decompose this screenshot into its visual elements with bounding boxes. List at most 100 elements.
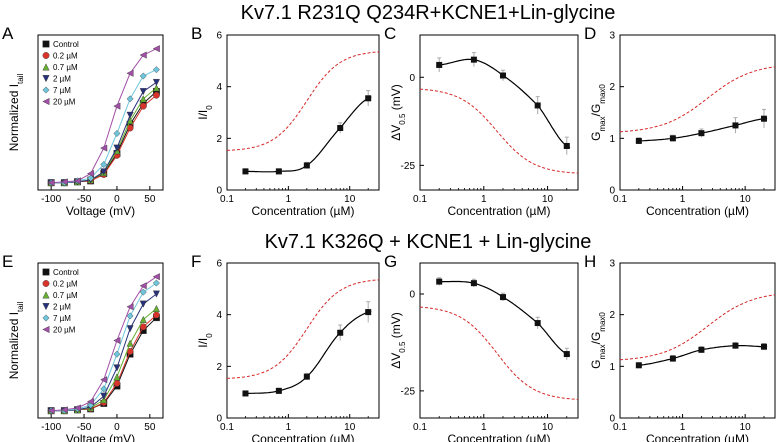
data-point <box>113 373 121 381</box>
legend-entry: 0.2 µM <box>53 52 78 61</box>
y-axis-label: Normalized Itail <box>7 301 25 379</box>
reference-curve <box>619 66 776 133</box>
data-point <box>126 117 134 125</box>
x-tick-label: -100 <box>41 194 61 205</box>
legend-marker <box>42 280 50 287</box>
data-point <box>499 72 506 79</box>
x-tick-label: 10 <box>344 194 356 205</box>
data-point <box>139 300 147 308</box>
panel-letter: B <box>191 24 202 43</box>
data-point <box>153 311 160 319</box>
x-tick-label: 1 <box>680 422 686 433</box>
data-point <box>242 390 249 397</box>
data-point <box>152 84 160 92</box>
panel-letter: D <box>584 24 596 43</box>
data-point <box>139 51 147 59</box>
x-tick-label: 0 <box>114 422 120 433</box>
y-tick-label: 4 <box>216 82 222 93</box>
data-point <box>152 79 160 87</box>
y-axis-label-subscript: max <box>598 344 607 359</box>
y-tick-label: 2 <box>609 310 615 321</box>
reference-curve <box>226 51 380 151</box>
data-point <box>100 168 108 176</box>
x-tick-label: 1 <box>481 422 487 433</box>
y-tick-label: 1 <box>609 134 615 145</box>
data-point <box>152 66 160 74</box>
y-tick-label: 2 <box>216 134 222 145</box>
x-tick-label: 0.1 <box>220 422 234 433</box>
data-point <box>760 115 767 122</box>
data-point <box>698 346 705 353</box>
data-point <box>73 177 81 185</box>
x-axis-label: Concentration (µM) <box>646 432 749 442</box>
data-point <box>126 339 134 347</box>
panel-g: G 0.1 1 10 0 -25 Concentration (µM) ΔV0.5 (mV) <box>384 252 579 442</box>
y-tick-label: 0 <box>409 290 415 301</box>
x-tick-label: 0.1 <box>220 194 234 205</box>
y-axis-label-part: ΔV <box>389 125 403 141</box>
y-tick-label: 0 <box>216 186 222 197</box>
data-point <box>534 320 541 327</box>
y-axis-label: I/I0 <box>196 333 214 348</box>
data-point <box>47 407 55 415</box>
legend-entry: 0.7 µM <box>53 63 78 72</box>
data-point <box>563 351 570 358</box>
legend-marker <box>42 97 50 106</box>
data-point <box>100 376 108 384</box>
y-axis-label-part: Normalized I <box>7 312 21 379</box>
x-tick-label: 50 <box>144 194 156 205</box>
y-axis-label-part: ΔV <box>389 353 403 369</box>
x-axis-label: Concentration (µM) <box>646 204 749 218</box>
data-point <box>698 130 705 137</box>
data-point <box>365 309 372 316</box>
legend-entry: 7 µM <box>53 86 71 95</box>
x-tick-label: 0.1 <box>413 194 427 205</box>
x-axis-label: Concentration (µM) <box>252 204 355 218</box>
data-point <box>47 179 55 187</box>
data-point <box>139 315 147 323</box>
y-tick-label: 0 <box>609 414 615 425</box>
y-axis-label-subscript: 0 <box>205 333 214 338</box>
axes-frame <box>619 262 776 419</box>
legend-entry: 2 µM <box>53 303 71 312</box>
axes-frame <box>37 262 164 419</box>
panel-a: A -100 -50 0 50 Voltage (mV) Normalized Itail C… <box>2 24 164 218</box>
data-point <box>635 137 642 144</box>
x-axis-label: Voltage (mV) <box>66 432 135 442</box>
x-tick-label: -50 <box>77 422 92 433</box>
legend-marker <box>42 291 50 299</box>
data-point <box>126 95 134 103</box>
legend-entry: 20 µM <box>53 326 76 335</box>
y-axis-label-subscript: 0.5 <box>398 113 407 125</box>
x-axis-label: Voltage (mV) <box>66 204 135 218</box>
x-tick-label: 0.1 <box>613 422 627 433</box>
data-point <box>100 392 108 400</box>
data-point <box>100 144 108 152</box>
y-axis-label-part: (mV) <box>389 312 403 341</box>
data-point <box>436 278 443 285</box>
fit-curve <box>437 280 571 356</box>
data-point <box>126 303 134 311</box>
data-point <box>139 102 147 110</box>
data-point <box>86 398 95 406</box>
y-axis-label: Normalized Itail <box>7 73 25 151</box>
panel-c: C 0.1 1 10 0 -25 Concentration (µM) ΔV0.5 (mV) <box>384 24 579 218</box>
data-point <box>365 95 372 102</box>
x-tick-label: 10 <box>542 422 554 433</box>
x-tick-label: 10 <box>740 422 752 433</box>
fit-curve <box>244 96 372 173</box>
y-axis-label-subscript: tail <box>16 73 25 83</box>
y-axis-label: I/I0 <box>196 105 214 120</box>
panel-letter: F <box>191 252 201 271</box>
x-tick-label: -100 <box>41 422 61 433</box>
y-tick-label: 3 <box>609 31 615 42</box>
y-tick-label: 6 <box>216 31 222 42</box>
legend-marker <box>42 86 50 94</box>
data-point <box>139 282 147 290</box>
axes-frame <box>37 34 164 191</box>
legend-entry: Control <box>53 40 79 49</box>
x-tick-label: 1 <box>286 194 292 205</box>
